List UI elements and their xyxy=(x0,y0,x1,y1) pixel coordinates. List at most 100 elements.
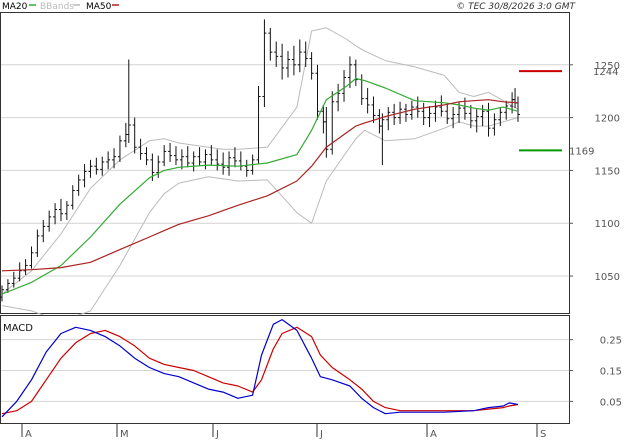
bbands-layer xyxy=(1,27,519,322)
series-line-bbands-upper xyxy=(1,27,519,295)
ohlc-bar xyxy=(126,59,131,143)
ohlc-bar xyxy=(5,279,10,293)
price-panel-frame xyxy=(0,12,570,314)
legend-bbands-label: BBands xyxy=(40,2,74,12)
ohlc-bar xyxy=(76,174,81,196)
ohlc-bar xyxy=(274,41,279,67)
copyright-text: © TEC 30/8/2026 3:0 GMT xyxy=(456,2,576,12)
ohlc-bar xyxy=(498,107,503,127)
ohlc-bar xyxy=(203,149,208,170)
ohlc-bar xyxy=(106,151,111,170)
ohlc-bar xyxy=(53,203,58,225)
ohlc-bar xyxy=(88,159,93,178)
ohlc-bar xyxy=(64,201,69,221)
series-line-ma50 xyxy=(1,99,519,272)
moving-averages-layer xyxy=(1,77,519,295)
ohlc-bar xyxy=(17,262,22,282)
ohlc-bar xyxy=(480,104,485,127)
ohlc-bar xyxy=(315,64,320,120)
ohlc-bar xyxy=(197,147,202,167)
ohlc-bar xyxy=(468,104,473,129)
ohlc-bar xyxy=(227,151,232,176)
legend-ma20-label: MA20 xyxy=(2,2,28,12)
ohlc-bar xyxy=(156,155,161,178)
ohlc-bar xyxy=(29,246,34,269)
x-month-tick-label: S xyxy=(540,429,546,440)
ohlc-bar xyxy=(112,148,117,169)
ohlc-bar xyxy=(386,107,391,131)
ohlc-bar xyxy=(11,271,16,288)
price-y-tick-label: 1100 xyxy=(595,219,620,230)
series-line-macd xyxy=(1,319,519,418)
ohlc-bar xyxy=(324,107,329,158)
macd-y-tick-label: 0.25 xyxy=(600,336,622,347)
price-gridlines xyxy=(1,64,569,277)
ohlc-bar xyxy=(451,107,456,129)
ohlc-bar xyxy=(474,109,479,133)
ohlc-bar xyxy=(209,145,214,166)
price-y-tick-label: 1050 xyxy=(595,272,620,283)
ohlc-bar xyxy=(291,45,296,76)
ohlc-bar xyxy=(100,156,105,176)
ohlc-bar xyxy=(445,102,450,124)
price-y-tick-label: 1150 xyxy=(595,166,620,177)
ohlc-bar xyxy=(41,220,46,243)
ohlc-bar xyxy=(117,135,122,162)
x-month-tick-label: M xyxy=(120,429,129,440)
series-line-signal xyxy=(1,326,519,415)
ohlc-bar xyxy=(504,100,509,120)
ohlc-bar xyxy=(256,85,261,165)
ohlc-bar xyxy=(403,103,408,122)
macd-y-tick-label: 0.15 xyxy=(600,367,622,378)
ohlc-bar xyxy=(173,146,178,166)
legend: MA20 BBands MA50 © TEC 30/8/2026 3:0 GMT xyxy=(2,2,577,12)
ohlc-bar xyxy=(162,145,167,167)
ohlc-bar xyxy=(23,259,28,275)
ohlc-bar xyxy=(286,51,291,78)
x-month-tick-label: J xyxy=(319,429,323,440)
series-line-bbands-lower xyxy=(1,117,519,322)
macd-gridlines xyxy=(1,339,569,402)
ohlc-bar xyxy=(433,100,438,122)
ohlc-bar xyxy=(421,102,426,126)
ohlc-bar xyxy=(58,198,63,222)
ohlc-bar xyxy=(168,142,173,162)
ohlc-bar xyxy=(486,102,491,137)
ohlc-bar xyxy=(280,43,285,80)
ohlc-bar xyxy=(179,149,184,170)
ohlc-bar xyxy=(336,83,341,112)
ohlc-bar xyxy=(380,113,385,166)
ohlc-bar xyxy=(82,164,87,188)
ohlc-bar xyxy=(132,117,137,154)
ohlc-bar xyxy=(47,210,52,232)
price-y-axis: 1050 1100 1150 1200 1250 xyxy=(569,61,620,283)
ohlc-bar xyxy=(191,151,196,172)
ohlc-bar xyxy=(35,229,40,258)
macd-panel-frame xyxy=(0,315,570,424)
ohlc-bar xyxy=(70,185,75,210)
ohlc-bar xyxy=(232,147,237,168)
ohlc-bar xyxy=(138,138,143,160)
series-line-ma20 xyxy=(1,77,519,295)
legend-ma50-label: MA50 xyxy=(86,2,112,12)
ohlc-bar xyxy=(144,147,149,166)
ohlc-bar xyxy=(215,149,220,171)
x-month-tick-label: J xyxy=(215,429,219,440)
ohlc-bar xyxy=(309,52,314,80)
ohlc-bar xyxy=(268,27,273,61)
ohlc-bar xyxy=(353,59,358,86)
macd-y-tick-label: 0.05 xyxy=(600,397,622,408)
ohlc-bar xyxy=(342,70,347,102)
price-y-tick-label: 1200 xyxy=(595,114,620,125)
ohlc-bar xyxy=(185,146,190,168)
price-y-tick-label: 1250 xyxy=(595,61,620,72)
ohlc-bar xyxy=(415,96,420,118)
macd-panel-title: MACD xyxy=(3,323,33,334)
ohlc-bar xyxy=(297,39,302,73)
x-month-tick-label: A xyxy=(25,429,32,440)
x-month-tick-label: A xyxy=(430,429,437,440)
resistance-level-label: 1244 xyxy=(593,67,618,78)
